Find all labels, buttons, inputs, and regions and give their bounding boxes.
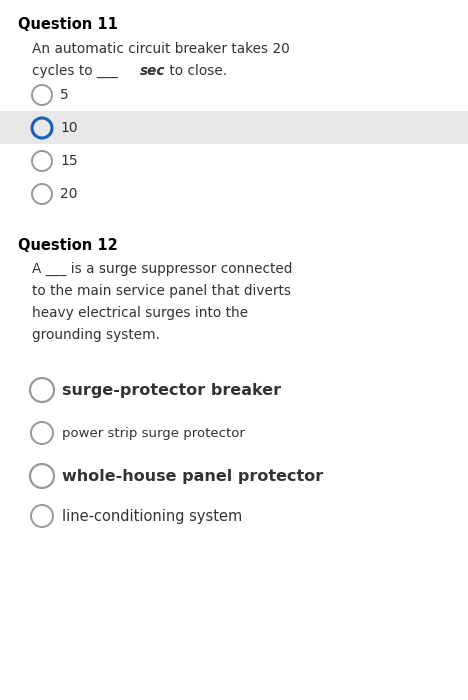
Text: An automatic circuit breaker takes 20: An automatic circuit breaker takes 20: [32, 42, 290, 56]
FancyBboxPatch shape: [0, 111, 468, 144]
Text: heavy electrical surges into the: heavy electrical surges into the: [32, 306, 248, 320]
Text: power strip surge protector: power strip surge protector: [62, 426, 245, 440]
Text: grounding system.: grounding system.: [32, 328, 160, 342]
Text: Question 11: Question 11: [18, 17, 118, 32]
Text: whole-house panel protector: whole-house panel protector: [62, 468, 323, 484]
Text: surge-protector breaker: surge-protector breaker: [62, 382, 281, 398]
Text: cycles to ___: cycles to ___: [32, 64, 122, 78]
Text: 5: 5: [60, 88, 69, 102]
Text: Question 12: Question 12: [18, 238, 118, 253]
Text: 20: 20: [60, 187, 78, 201]
Text: to close.: to close.: [165, 64, 227, 78]
Text: line-conditioning system: line-conditioning system: [62, 508, 242, 524]
Text: 10: 10: [60, 121, 78, 135]
Text: sec: sec: [140, 64, 166, 78]
Text: A ___ is a surge suppressor connected: A ___ is a surge suppressor connected: [32, 262, 292, 276]
Text: to the main service panel that diverts: to the main service panel that diverts: [32, 284, 291, 298]
Text: 15: 15: [60, 154, 78, 168]
